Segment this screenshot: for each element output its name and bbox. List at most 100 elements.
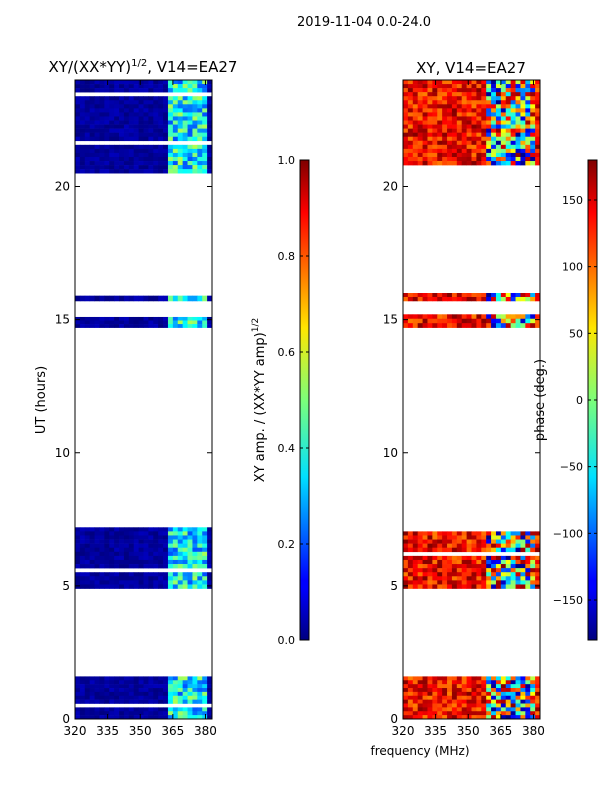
heatmap-cell (495, 96, 502, 101)
heatmap-cell (123, 84, 130, 89)
heatmap-cell (437, 707, 443, 712)
heatmap-cell (177, 572, 184, 577)
heatmap-cell (520, 584, 526, 589)
heatmap-cell (535, 543, 541, 549)
heatmap-cell (202, 576, 208, 581)
heatmap-cell (128, 691, 135, 697)
heatmap-cell (520, 140, 526, 146)
heatmap-cell (495, 695, 502, 700)
heatmap-cell (123, 295, 130, 302)
heatmap-cell (192, 535, 198, 540)
heatmap-cell (133, 564, 139, 569)
heatmap-cell (432, 116, 438, 121)
heatmap-cell (417, 100, 423, 105)
heatmap-cell (128, 116, 135, 121)
heatmap-cell (510, 296, 516, 302)
heatmap-cell (500, 547, 507, 553)
heatmap-cell (148, 555, 154, 561)
heatmap-cell (202, 559, 208, 565)
heatmap-cell (123, 584, 130, 589)
heatmap-cell (192, 120, 198, 125)
heatmap-cell (119, 676, 125, 681)
heatmap-cell (192, 165, 198, 170)
heatmap-cell (437, 140, 443, 146)
heatmap-cell (515, 576, 521, 581)
heatmap-cell (167, 96, 174, 101)
heatmap-cell (412, 323, 419, 328)
heatmap-cell (466, 293, 472, 298)
heatmap-cell (133, 676, 139, 681)
heatmap-cell (75, 324, 81, 328)
heatmap-cell (153, 691, 159, 697)
heatmap-cell (114, 576, 120, 581)
heatmap-cell (163, 295, 169, 302)
heatmap-cell (500, 318, 507, 324)
heatmap-cell (422, 80, 428, 85)
heatmap-cell (177, 527, 184, 532)
heatmap-cell (466, 112, 472, 117)
heatmap-cell (177, 324, 184, 328)
heatmap-cell (403, 92, 409, 97)
heatmap-cell (119, 156, 125, 162)
heatmap-cell (94, 116, 100, 121)
heatmap-cell (187, 156, 193, 162)
heatmap-cell (442, 318, 448, 324)
heatmap-cell (128, 148, 135, 154)
heatmap-cell (447, 112, 453, 117)
heatmap-cell (427, 144, 433, 150)
heatmap-cell (417, 680, 423, 685)
heatmap-cell (461, 555, 467, 561)
heatmap-cell (481, 711, 487, 716)
heatmap-cell (172, 531, 179, 536)
heatmap-cell (133, 116, 139, 121)
heatmap-cell (182, 695, 188, 700)
heatmap-cell (138, 584, 144, 589)
heatmap-cell (520, 314, 526, 320)
heatmap-cell (207, 684, 213, 689)
heatmap-cell (172, 100, 179, 105)
heatmap-cell (163, 535, 169, 540)
heatmap-cell (163, 88, 169, 93)
heatmap-cell (89, 576, 95, 581)
heatmap-cell (192, 324, 198, 328)
heatmap-cell (138, 531, 144, 536)
heatmap-cell (530, 120, 536, 125)
heatmap-cell (495, 104, 502, 109)
heatmap-cell (461, 156, 467, 162)
heatmap-cell (75, 128, 81, 133)
heatmap-cell (187, 572, 193, 577)
heatmap-cell (153, 555, 159, 561)
heatmap-cell (491, 707, 497, 712)
heatmap-cell (461, 323, 467, 328)
heatmap-cell (535, 555, 541, 561)
heatmap-cell (89, 680, 95, 685)
heatmap-cell (148, 84, 154, 89)
heatmap-cell (422, 104, 428, 109)
heatmap-cell (119, 161, 125, 166)
heatmap-cell (505, 92, 512, 97)
heatmap-cell (167, 535, 174, 540)
heatmap-cell (79, 576, 86, 581)
heatmap-cell (515, 711, 521, 716)
heatmap-cell (437, 88, 443, 93)
heatmap-cell (486, 715, 492, 720)
heatmap-cell (466, 136, 472, 142)
heatmap-cell (94, 555, 100, 561)
heatmap-cell (510, 568, 516, 573)
heatmap-cell (75, 120, 81, 125)
heatmap-cell (89, 688, 95, 693)
heatmap-cell (138, 316, 144, 321)
heatmap-cell (172, 169, 179, 174)
heatmap-cell (481, 104, 487, 109)
heatmap-cell (75, 543, 81, 549)
heatmap-cell (177, 132, 184, 138)
heatmap-cell (505, 711, 512, 716)
heatmap-cell (75, 584, 81, 589)
heatmap-cell (466, 92, 472, 97)
heatmap-cell (109, 676, 115, 681)
heatmap-cell (99, 543, 105, 549)
heatmap-cell (182, 691, 188, 697)
heatmap-cell (530, 108, 536, 113)
heatmap-cell (535, 116, 541, 121)
